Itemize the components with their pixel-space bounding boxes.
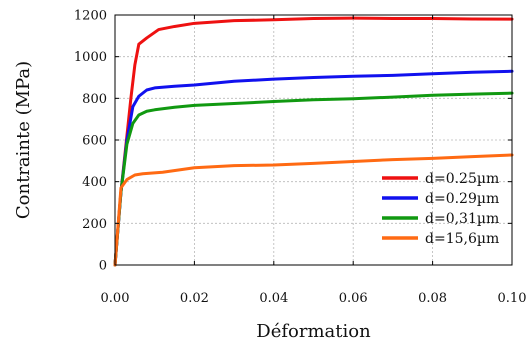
axis-ticks: 0.00 0.02 0.04 0.06 0.08 0.10 0 200 400 600 800 100… <box>74 9 527 307</box>
x-tick-label: 0.00 <box>101 291 130 306</box>
legend-label-4: d=15,6µm <box>425 231 499 247</box>
x-tick-label: 0.08 <box>418 291 447 306</box>
x-tick-label: 0.04 <box>259 291 288 306</box>
legend: d=0.25µm d=0.29µm d=0,31µm d=15,6µm <box>382 171 499 247</box>
series-line-3 <box>113 91 514 267</box>
series-line-4 <box>113 153 514 267</box>
legend-label-1: d=0.25µm <box>425 171 499 187</box>
y-tick-label: 600 <box>82 134 107 149</box>
y-tick-label: 1200 <box>74 9 107 24</box>
x-tick-label: 0.10 <box>498 291 527 306</box>
y-axis-title: Contrainte (MPa) <box>13 61 34 219</box>
x-tick-label: 0.02 <box>180 291 209 306</box>
legend-label-3: d=0,31µm <box>425 211 499 227</box>
legend-label-2: d=0.29µm <box>425 191 499 207</box>
y-tick-label: 800 <box>82 92 107 107</box>
series-line-1 <box>113 16 514 267</box>
y-tick-label: 200 <box>82 217 107 232</box>
x-tick-label: 0.06 <box>339 291 368 306</box>
y-tick-label: 1000 <box>74 50 107 65</box>
x-axis-title: Déformation <box>256 321 371 342</box>
series-line-2 <box>113 69 514 267</box>
y-tick-label: 0 <box>99 259 107 274</box>
series-lines <box>113 16 514 267</box>
grid <box>115 15 512 265</box>
y-tick-label: 400 <box>82 175 107 190</box>
